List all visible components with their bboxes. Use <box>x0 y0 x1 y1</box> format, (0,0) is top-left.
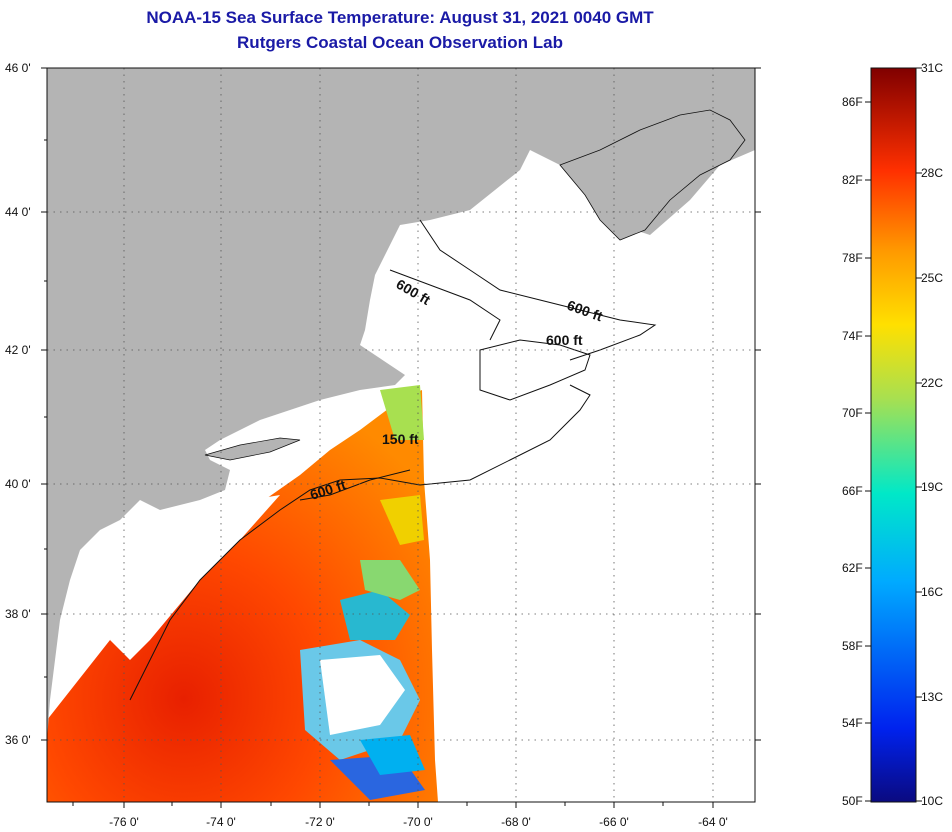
lon-tick-label: -76 0' <box>109 815 139 829</box>
colorbar-f-label: 82F <box>842 173 863 187</box>
map-subtitle: Rutgers Coastal Ocean Observation Lab <box>237 33 563 52</box>
colorbar-c-label: 13C <box>921 690 943 704</box>
lat-tick-label: 42 0' <box>5 343 31 357</box>
colorbar-c-label: 19C <box>921 480 943 494</box>
frame-ticks <box>41 67 761 808</box>
cloud-band <box>110 495 280 660</box>
land-mass <box>47 68 755 740</box>
contour-label: 600 ft <box>546 332 583 348</box>
bathymetry-contours <box>129 219 657 701</box>
colorbar-f-label: 54F <box>842 716 863 730</box>
colorbar-c-label: 31C <box>921 61 943 75</box>
colorbar-c-label: 10C <box>921 794 943 808</box>
colorbar-c-label: 25C <box>921 271 943 285</box>
graticule <box>47 68 755 802</box>
colorbar-f-label: 66F <box>842 484 863 498</box>
colorbar <box>870 67 917 803</box>
lon-tick-label: -68 0' <box>501 815 531 829</box>
colorbar-c-label: 22C <box>921 376 943 390</box>
lon-tick-label: -66 0' <box>599 815 629 829</box>
colorbar-f-label: 62F <box>842 561 863 575</box>
long-island <box>204 437 301 461</box>
lat-tick-label: 38 0' <box>5 607 31 621</box>
lon-tick-label: -72 0' <box>305 815 335 829</box>
contour-label: 150 ft <box>382 431 419 447</box>
lon-tick-label: -64 0' <box>698 815 728 829</box>
map-title: NOAA-15 Sea Surface Temperature: August … <box>146 8 654 27</box>
colorbar-ticks <box>865 67 922 802</box>
lon-tick-label: -74 0' <box>206 815 236 829</box>
cool-patches <box>300 385 425 800</box>
lat-tick-label: 46 0' <box>5 61 31 75</box>
lat-tick-label: 40 0' <box>5 477 31 491</box>
colorbar-f-label: 78F <box>842 251 863 265</box>
nova-scotia <box>559 109 746 241</box>
lon-tick-label: -70 0' <box>403 815 433 829</box>
colorbar-f-label: 74F <box>842 329 863 343</box>
plot-frame <box>46 67 756 803</box>
colorbar-f-label: 58F <box>842 639 863 653</box>
colorbar-f-label: 50F <box>842 794 863 808</box>
colorbar-f-label: 86F <box>842 95 863 109</box>
colorbar-f-label: 70F <box>842 406 863 420</box>
lat-tick-label: 44 0' <box>5 205 31 219</box>
colorbar-c-label: 16C <box>921 585 943 599</box>
colorbar-c-label: 28C <box>921 166 943 180</box>
lat-tick-label: 36 0' <box>5 733 31 747</box>
